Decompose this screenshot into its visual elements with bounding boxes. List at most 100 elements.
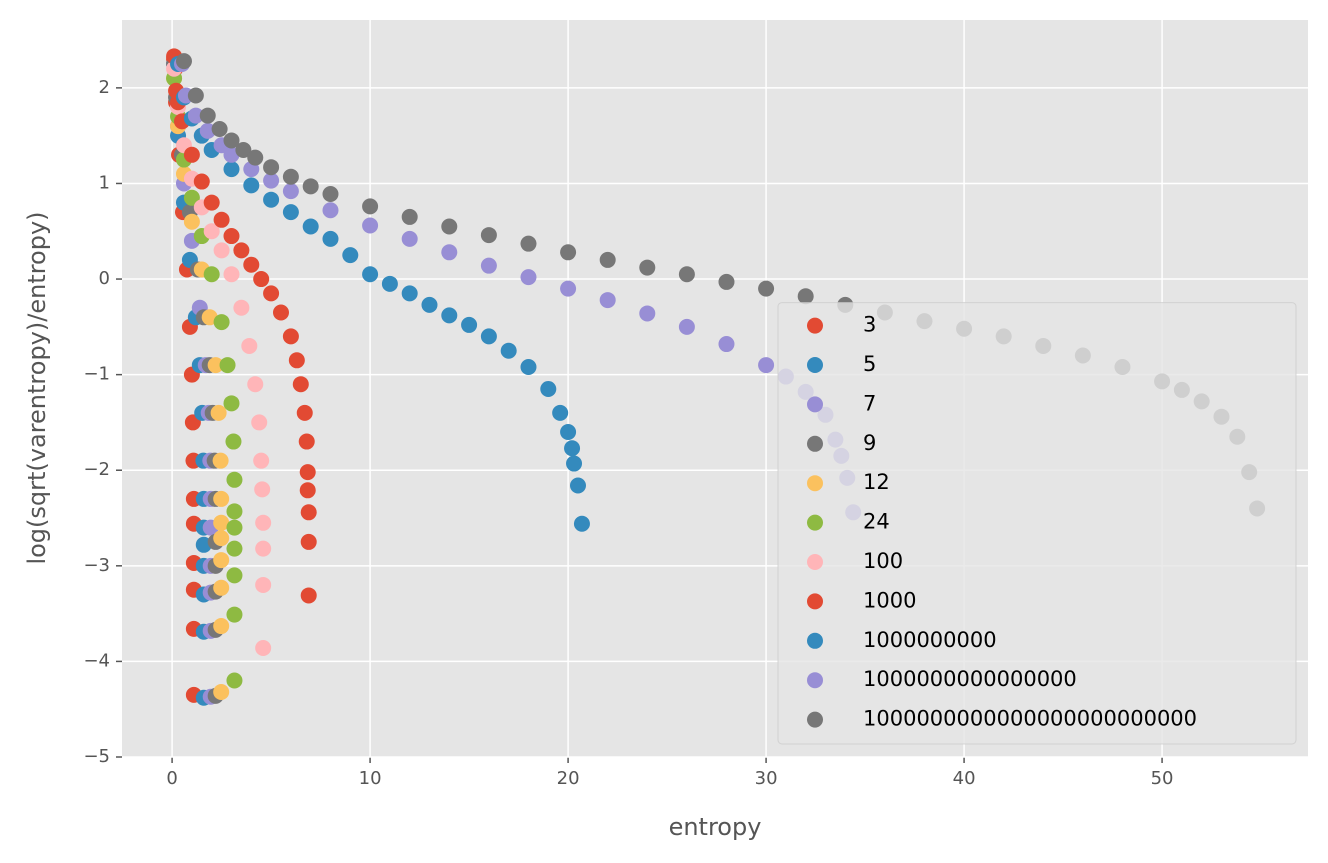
x-tick-label: 10 bbox=[359, 768, 382, 789]
point bbox=[211, 120, 228, 137]
point bbox=[213, 490, 230, 507]
point bbox=[225, 433, 242, 450]
x-tick-label: 0 bbox=[166, 768, 177, 789]
point bbox=[480, 257, 497, 274]
point bbox=[226, 567, 243, 584]
point bbox=[282, 183, 299, 200]
point bbox=[213, 618, 230, 635]
point bbox=[362, 266, 379, 283]
point bbox=[247, 149, 264, 166]
point bbox=[272, 304, 289, 321]
point bbox=[639, 259, 656, 276]
point bbox=[560, 423, 577, 440]
point bbox=[540, 380, 557, 397]
point bbox=[599, 292, 616, 309]
point bbox=[255, 540, 272, 557]
point bbox=[381, 275, 398, 292]
point bbox=[193, 173, 210, 190]
point bbox=[203, 223, 220, 240]
point bbox=[480, 328, 497, 345]
point bbox=[282, 204, 299, 221]
point bbox=[421, 296, 438, 313]
point bbox=[212, 452, 229, 469]
point bbox=[213, 242, 230, 259]
point bbox=[461, 316, 478, 333]
legend-label: 9 bbox=[863, 431, 876, 455]
point bbox=[183, 213, 200, 230]
legend-marker bbox=[807, 475, 823, 492]
point bbox=[223, 395, 240, 412]
point bbox=[263, 191, 280, 208]
y-tick-label: −5 bbox=[83, 746, 110, 767]
point bbox=[219, 357, 236, 374]
point bbox=[401, 230, 418, 247]
point bbox=[213, 579, 230, 596]
y-tick-label: −2 bbox=[83, 459, 110, 480]
point bbox=[199, 122, 216, 139]
point bbox=[175, 53, 192, 70]
point bbox=[300, 587, 317, 604]
point bbox=[678, 266, 695, 283]
legend-label: 3 bbox=[863, 313, 876, 337]
point bbox=[255, 514, 272, 531]
legend-label: 1000 bbox=[863, 588, 916, 612]
point bbox=[253, 452, 270, 469]
y-tick-label: −3 bbox=[83, 555, 110, 576]
point bbox=[302, 218, 319, 235]
legend-marker bbox=[807, 357, 823, 373]
point bbox=[599, 251, 616, 268]
x-tick-label: 30 bbox=[755, 768, 778, 789]
y-tick-label: −1 bbox=[83, 364, 110, 385]
point bbox=[520, 358, 537, 375]
point bbox=[253, 271, 270, 288]
point bbox=[282, 328, 299, 345]
point bbox=[213, 552, 230, 569]
point bbox=[226, 606, 243, 623]
legend-label: 1000000000000000 bbox=[863, 667, 1077, 691]
point bbox=[298, 433, 315, 450]
legend-marker bbox=[807, 435, 823, 452]
point bbox=[300, 504, 317, 521]
point bbox=[241, 337, 258, 354]
point bbox=[210, 404, 227, 421]
legend-marker bbox=[807, 593, 823, 610]
x-tick-label: 40 bbox=[953, 768, 976, 789]
point bbox=[299, 482, 316, 499]
point bbox=[203, 266, 220, 283]
legend-marker bbox=[807, 672, 823, 689]
point bbox=[207, 357, 224, 374]
point bbox=[362, 198, 379, 215]
point bbox=[254, 481, 271, 498]
point bbox=[263, 285, 280, 302]
point bbox=[213, 530, 230, 547]
point bbox=[251, 414, 268, 431]
point bbox=[299, 464, 316, 481]
point bbox=[718, 336, 735, 353]
point bbox=[233, 299, 250, 316]
legend-marker bbox=[807, 396, 823, 413]
point bbox=[255, 576, 272, 593]
point bbox=[322, 185, 339, 202]
point bbox=[401, 208, 418, 225]
point bbox=[362, 217, 379, 234]
point bbox=[226, 503, 243, 520]
point bbox=[758, 280, 775, 297]
point bbox=[263, 159, 280, 176]
y-tick-label: 2 bbox=[99, 77, 110, 98]
point bbox=[187, 87, 204, 104]
legend-marker bbox=[807, 317, 823, 334]
point bbox=[552, 404, 569, 421]
legend-marker bbox=[807, 554, 823, 570]
point bbox=[322, 202, 339, 219]
point bbox=[718, 273, 735, 290]
point bbox=[566, 455, 583, 472]
legend-label: 100 bbox=[863, 549, 903, 573]
point bbox=[223, 161, 240, 178]
legend-box bbox=[777, 302, 1297, 745]
y-axis-label: log(sqrt(varentropy)/entropy) bbox=[23, 211, 51, 564]
point bbox=[500, 342, 517, 359]
legend-label: 1000000000 bbox=[863, 628, 997, 652]
point bbox=[302, 178, 319, 195]
y-tick-label: 0 bbox=[99, 268, 110, 289]
point bbox=[797, 288, 814, 305]
